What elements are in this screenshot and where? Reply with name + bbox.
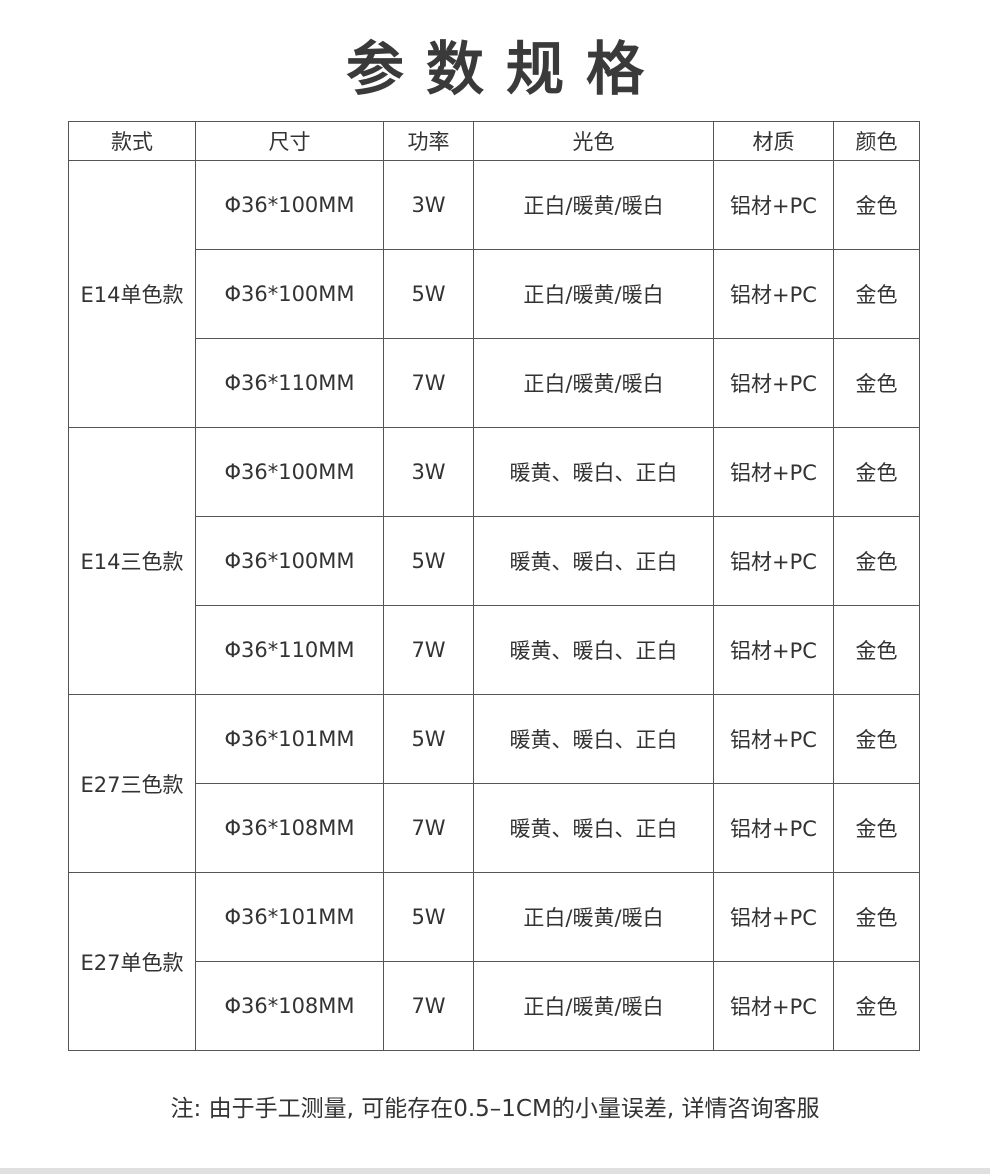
size-cell: Φ36*108MM bbox=[195, 783, 384, 873]
material-cell: 铝材+PC bbox=[713, 961, 834, 1051]
material-cell: 铝材+PC bbox=[713, 427, 834, 517]
color-cell: 金色 bbox=[833, 605, 920, 695]
light-color-cell: 正白/暖黄/暖白 bbox=[473, 338, 714, 428]
model-cell: E14三色款 bbox=[68, 427, 196, 695]
size-cell: Φ36*110MM bbox=[195, 338, 384, 428]
table-row: E27单色款 Φ36*101MM 5W 正白/暖黄/暖白 铝材+PC 金色 bbox=[68, 872, 920, 1051]
header-size: 尺寸 bbox=[195, 121, 384, 161]
color-cell: 金色 bbox=[833, 694, 920, 784]
power-cell: 5W bbox=[383, 249, 474, 339]
header-model: 款式 bbox=[68, 121, 196, 161]
table-header-row: 款式 尺寸 功率 光色 材质 颜色 bbox=[68, 121, 920, 161]
light-color-cell: 暖黄、暖白、正白 bbox=[473, 516, 714, 606]
spec-table: 款式 尺寸 功率 光色 材质 颜色 E14单色款 Φ36*100MM 3W 正白/暖黄… bbox=[68, 121, 920, 1051]
light-color-cell: 正白/暖黄/暖白 bbox=[473, 160, 714, 250]
material-cell: 铝材+PC bbox=[713, 160, 834, 250]
light-color-cell: 暖黄、暖白、正白 bbox=[473, 783, 714, 873]
color-cell: 金色 bbox=[833, 160, 920, 250]
color-cell: 金色 bbox=[833, 249, 920, 339]
header-power: 功率 bbox=[383, 121, 474, 161]
table-row: Φ36*108MM 7W 暖黄、暖白、正白 铝材+PC 金色 bbox=[69, 783, 920, 873]
model-cell: E14单色款 bbox=[68, 160, 196, 428]
header-color: 颜色 bbox=[833, 121, 920, 161]
table-row: Φ36*110MM 7W 正白/暖黄/暖白 铝材+PC 金色 bbox=[69, 338, 920, 428]
size-cell: Φ36*100MM bbox=[195, 249, 384, 339]
bottom-divider bbox=[0, 1168, 990, 1174]
page-title: 参数规格 bbox=[345, 35, 666, 103]
size-cell: Φ36*101MM bbox=[195, 694, 384, 784]
power-cell: 5W bbox=[383, 516, 474, 606]
table-row: Φ36*110MM 7W 暖黄、暖白、正白 铝材+PC 金色 bbox=[69, 605, 920, 695]
color-cell: 金色 bbox=[833, 427, 920, 517]
material-cell: 铝材+PC bbox=[713, 605, 834, 695]
size-cell: Φ36*101MM bbox=[195, 872, 384, 962]
color-cell: 金色 bbox=[833, 516, 920, 606]
table-row: Φ36*100MM 5W 暖黄、暖白、正白 铝材+PC 金色 bbox=[69, 516, 920, 606]
light-color-cell: 暖黄、暖白、正白 bbox=[473, 694, 714, 784]
power-cell: 7W bbox=[383, 961, 474, 1051]
table-row: E14单色款 Φ36*100MM 3W 正白/暖黄/暖白 铝材+PC 金色 bbox=[68, 160, 920, 428]
power-cell: 7W bbox=[383, 783, 474, 873]
material-cell: 铝材+PC bbox=[713, 249, 834, 339]
light-color-cell: 正白/暖黄/暖白 bbox=[473, 249, 714, 339]
header-material: 材质 bbox=[713, 121, 834, 161]
size-cell: Φ36*108MM bbox=[195, 961, 384, 1051]
material-cell: 铝材+PC bbox=[713, 783, 834, 873]
light-color-cell: 暖黄、暖白、正白 bbox=[473, 427, 714, 517]
color-cell: 金色 bbox=[833, 783, 920, 873]
footnote: 注: 由于手工测量, 可能存在0.5–1CM的小量误差, 详情咨询客服 bbox=[170, 1096, 820, 1122]
light-color-cell: 正白/暖黄/暖白 bbox=[473, 872, 714, 962]
table-row: E14三色款 Φ36*100MM 3W 暖黄、暖白、正白 铝材+PC 金色 bbox=[68, 427, 920, 695]
material-cell: 铝材+PC bbox=[713, 338, 834, 428]
table-row: E27三色款 Φ36*101MM 5W 暖黄、暖白、正白 铝材+PC 金色 bbox=[68, 694, 920, 873]
power-cell: 7W bbox=[383, 338, 474, 428]
model-cell: E27三色款 bbox=[68, 694, 196, 873]
light-color-cell: 正白/暖黄/暖白 bbox=[473, 961, 714, 1051]
light-color-cell: 暖黄、暖白、正白 bbox=[473, 605, 714, 695]
color-cell: 金色 bbox=[833, 961, 920, 1051]
size-cell: Φ36*110MM bbox=[195, 605, 384, 695]
power-cell: 5W bbox=[383, 694, 474, 784]
material-cell: 铝材+PC bbox=[713, 516, 834, 606]
table-row: Φ36*100MM 5W 正白/暖黄/暖白 铝材+PC 金色 bbox=[69, 249, 920, 339]
header-light-color: 光色 bbox=[473, 121, 714, 161]
power-cell: 3W bbox=[383, 160, 474, 250]
model-cell: E27单色款 bbox=[68, 872, 196, 1051]
table-row: Φ36*108MM 7W 正白/暖黄/暖白 铝材+PC 金色 bbox=[69, 961, 920, 1051]
color-cell: 金色 bbox=[833, 872, 920, 962]
size-cell: Φ36*100MM bbox=[195, 516, 384, 606]
power-cell: 3W bbox=[383, 427, 474, 517]
color-cell: 金色 bbox=[833, 338, 920, 428]
power-cell: 5W bbox=[383, 872, 474, 962]
material-cell: 铝材+PC bbox=[713, 694, 834, 784]
power-cell: 7W bbox=[383, 605, 474, 695]
material-cell: 铝材+PC bbox=[713, 872, 834, 962]
size-cell: Φ36*100MM bbox=[195, 160, 384, 250]
size-cell: Φ36*100MM bbox=[195, 427, 384, 517]
